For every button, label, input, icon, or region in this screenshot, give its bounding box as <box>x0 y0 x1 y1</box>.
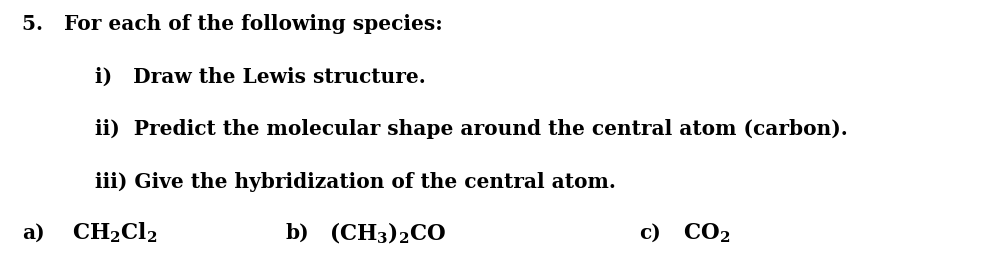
Text: i)   Draw the Lewis structure.: i) Draw the Lewis structure. <box>95 67 426 87</box>
Text: $\mathregular{CH_2Cl_2}$: $\mathregular{CH_2Cl_2}$ <box>72 221 157 245</box>
Text: iii) Give the hybridization of the central atom.: iii) Give the hybridization of the centr… <box>95 172 616 191</box>
Text: b): b) <box>286 223 310 243</box>
Text: ii)  Predict the molecular shape around the central atom (carbon).: ii) Predict the molecular shape around t… <box>95 119 848 139</box>
Text: $\mathregular{(CH_3)_2CO}$: $\mathregular{(CH_3)_2CO}$ <box>329 220 446 246</box>
Text: a): a) <box>22 223 45 243</box>
Text: c): c) <box>639 223 661 243</box>
Text: 5.   For each of the following species:: 5. For each of the following species: <box>22 14 443 34</box>
Text: $\mathregular{CO_2}$: $\mathregular{CO_2}$ <box>683 221 730 245</box>
